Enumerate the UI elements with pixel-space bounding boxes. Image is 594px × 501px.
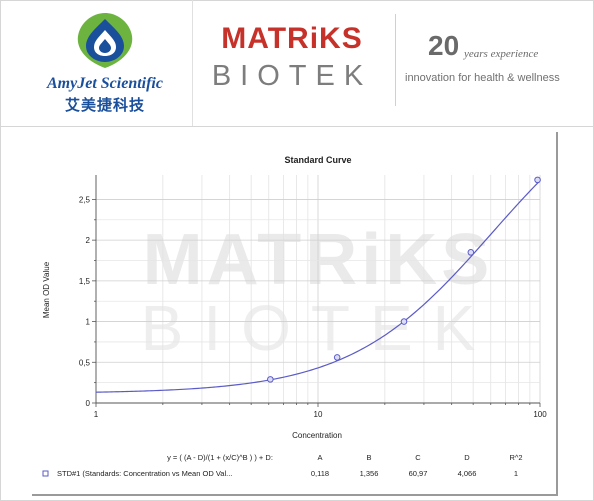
chart-frame — [32, 132, 558, 496]
y-tick-label: 1,5 — [79, 277, 91, 286]
data-point — [333, 354, 341, 361]
legend-row-label: STD#1 (Standards: Concentration vs Mean … — [57, 469, 232, 478]
logo-divider — [192, 0, 193, 126]
tagline: innovation for health & wellness — [405, 72, 560, 84]
y-tick-label: 2,5 — [79, 195, 91, 204]
amyjet-brand-name: AmyJet Scientific — [47, 75, 163, 92]
data-point — [534, 176, 541, 184]
data-points — [267, 176, 541, 383]
legend-value-c: 60,97 — [409, 469, 428, 478]
legend-header-c: C — [415, 453, 421, 462]
legend-value-b: 1,356 — [360, 469, 379, 478]
watermark-top: MATRiKS — [143, 220, 494, 300]
legend-header-formula: y = ( (A - D)/(1 + (x/C)^B ) ) + D: — [167, 453, 273, 462]
x-tick-label: 10 — [314, 410, 323, 419]
legend-marker — [42, 470, 49, 477]
legend-header-a: A — [317, 453, 322, 462]
tick-labels: 1 10 100 0 0,5 1 1,5 2 2,5 — [79, 195, 547, 419]
chart-title: Standard Curve — [284, 155, 351, 165]
data-point — [400, 318, 408, 325]
anniversary-number: 20 — [428, 30, 460, 61]
x-tick-label: 100 — [533, 410, 547, 419]
y-tick-label: 1 — [86, 318, 91, 327]
fit-curve — [95, 180, 541, 393]
data-point — [267, 376, 274, 383]
matriks-logo-top: MATRiKS — [221, 22, 363, 55]
matriks-logo-bottom: BIOTEK — [211, 60, 373, 92]
y-tick-label: 0,5 — [79, 358, 91, 367]
anniversary-text: years experience — [464, 48, 539, 60]
legend-value-r2: 1 — [514, 469, 518, 478]
legend-value-d: 4,066 — [458, 469, 477, 478]
header-divider — [0, 126, 594, 127]
legend-header-b: B — [366, 453, 371, 462]
data-point — [467, 249, 475, 256]
y-tick-label: 0 — [86, 399, 91, 408]
legend-value-a: 0,118 — [311, 469, 329, 478]
legend-header-r2: R^2 — [509, 453, 522, 462]
x-tick-label: 1 — [94, 410, 99, 419]
chart-axes — [92, 175, 541, 407]
y-tick-label: 2 — [86, 236, 91, 245]
chart-grid — [95, 175, 541, 404]
amyjet-logo-icon — [77, 13, 133, 68]
x-axis-label: Concentration — [292, 431, 342, 440]
amyjet-chinese-name: 艾美捷科技 — [64, 96, 145, 114]
y-axis-label: Mean OD Value — [42, 261, 51, 318]
legend-header-d: D — [464, 453, 470, 462]
logo-divider — [395, 14, 396, 106]
